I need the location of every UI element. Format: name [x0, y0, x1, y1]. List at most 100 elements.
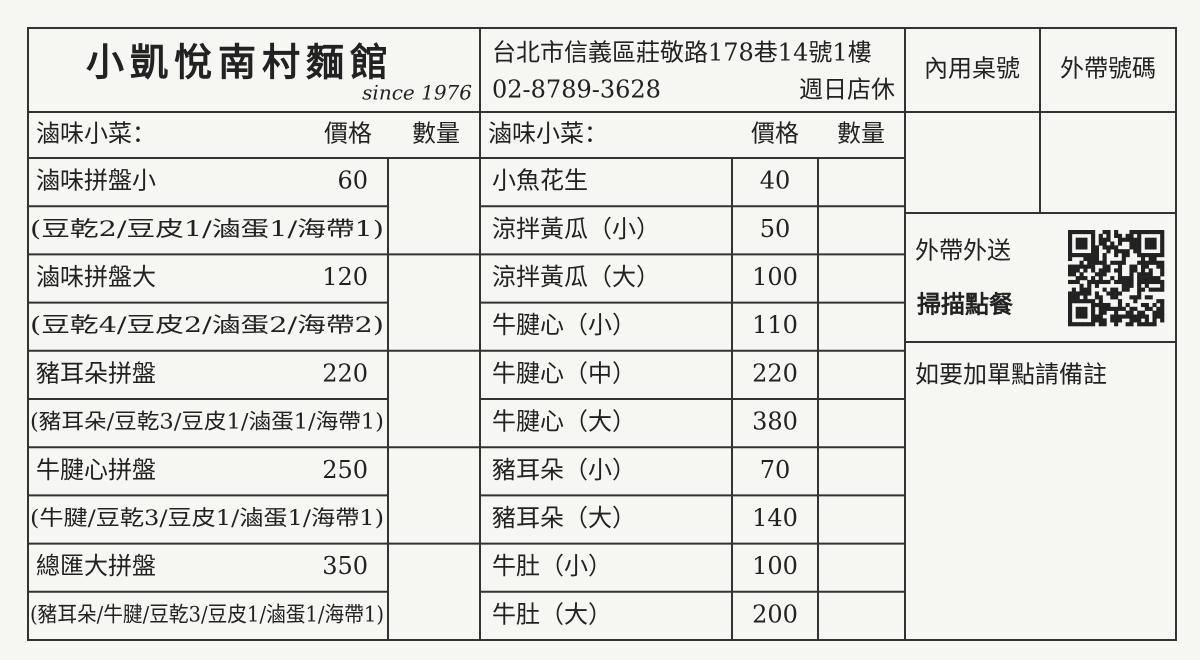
qr-module — [1114, 318, 1119, 323]
qr-module — [1068, 253, 1073, 258]
qr-module — [1083, 230, 1088, 235]
qr-module — [1106, 230, 1111, 235]
qr-module — [1156, 264, 1161, 269]
qr-module — [1091, 230, 1096, 235]
qr-module — [1160, 264, 1165, 269]
qr-module — [1087, 260, 1092, 265]
qr-module — [1140, 272, 1146, 277]
qr-module — [1160, 314, 1165, 319]
qr-module — [1068, 299, 1073, 304]
qr-module — [1098, 237, 1103, 242]
qr-module — [1148, 306, 1153, 311]
qr-module — [1094, 302, 1100, 308]
qr-module — [1091, 256, 1096, 262]
qr-module — [1083, 314, 1088, 319]
qr-module — [1087, 299, 1092, 304]
qr-module — [1133, 318, 1138, 323]
qr-module — [1106, 233, 1111, 238]
qr-module — [1075, 241, 1080, 246]
scan-label: 掃描點餐 — [917, 290, 1014, 319]
qr-module — [1152, 253, 1157, 258]
qr-module — [1091, 245, 1096, 250]
qr-module — [1133, 249, 1138, 254]
qr-module — [1156, 299, 1161, 304]
qr-module — [1083, 241, 1088, 246]
qr-module — [1121, 260, 1126, 265]
qr-module — [1140, 287, 1146, 292]
qr-module — [1094, 279, 1100, 285]
qr-module — [1144, 276, 1149, 281]
qr-module — [1114, 230, 1119, 235]
qr-module — [1083, 306, 1088, 311]
qr-module — [1160, 306, 1165, 311]
qr-module — [1140, 310, 1146, 315]
qr-module — [1129, 279, 1134, 285]
qr-module — [1121, 306, 1126, 311]
qr-module — [1137, 249, 1142, 254]
qr-module — [1102, 245, 1107, 250]
qr-module — [1148, 295, 1153, 300]
qr-module — [1129, 264, 1134, 269]
qr-module — [1083, 268, 1088, 273]
qr-module — [1068, 322, 1073, 327]
qr-module — [1068, 241, 1073, 246]
qr-module — [1068, 318, 1073, 323]
qr-module — [1133, 241, 1138, 246]
qr-module — [1068, 233, 1073, 238]
qr-module — [1133, 268, 1138, 273]
qr-module — [1079, 237, 1084, 242]
qr-module — [1098, 322, 1103, 327]
qr-module — [1098, 233, 1103, 238]
item-price: 350 — [322, 552, 368, 580]
qr-module — [1160, 299, 1165, 304]
qr-module — [1133, 230, 1138, 235]
qr-module — [1114, 314, 1119, 319]
qr-module — [1148, 322, 1153, 327]
item-name: 總匯大拼盤 — [36, 552, 156, 580]
qr-module — [1125, 233, 1130, 238]
qr-module — [1133, 314, 1138, 319]
qr-module — [1068, 295, 1073, 300]
qr-module — [1068, 268, 1073, 273]
qr-module — [1148, 253, 1153, 258]
qr-module — [1140, 302, 1146, 308]
qr-module — [1129, 314, 1134, 319]
qr-module — [1152, 245, 1157, 250]
qr-module — [1148, 241, 1153, 246]
qr-module — [1117, 233, 1123, 238]
qr-module — [1075, 230, 1080, 235]
qr-module — [1160, 283, 1165, 288]
qr-module — [1117, 299, 1123, 304]
qr-module — [1117, 318, 1123, 323]
qr-module — [1079, 276, 1084, 281]
qr-module — [1117, 276, 1123, 281]
qr-module — [1144, 260, 1149, 265]
qr-module — [1117, 260, 1123, 265]
qr-module — [1071, 291, 1076, 296]
qr-module — [1144, 318, 1149, 323]
qr-module — [1152, 310, 1157, 315]
qr-module — [1156, 279, 1161, 285]
qr-module — [1125, 253, 1130, 258]
qr-module — [1160, 302, 1165, 308]
qr-module — [1117, 272, 1123, 277]
qr-module — [1144, 314, 1149, 319]
qr-module — [1121, 314, 1126, 319]
qr-module — [1071, 230, 1076, 235]
qr-module — [1068, 310, 1073, 315]
item-detail: (豆乾4/豆皮2/滷蛋2/海帶2) — [30, 313, 384, 337]
qr-module — [1075, 299, 1080, 304]
qr-module — [1117, 249, 1123, 254]
qr-module — [1071, 279, 1076, 285]
qr-module — [1079, 241, 1084, 246]
qr-module — [1152, 237, 1157, 242]
qr-module — [1083, 256, 1088, 262]
qr-module — [1152, 318, 1157, 323]
qr-module — [1094, 272, 1100, 277]
qr-module — [1129, 230, 1134, 235]
qr-module — [1110, 314, 1115, 319]
qr-module — [1129, 272, 1134, 277]
item-name: 牛腱心拼盤 — [36, 456, 156, 484]
section-heading: 滷味小菜： — [36, 120, 156, 148]
qr-module — [1160, 260, 1165, 265]
